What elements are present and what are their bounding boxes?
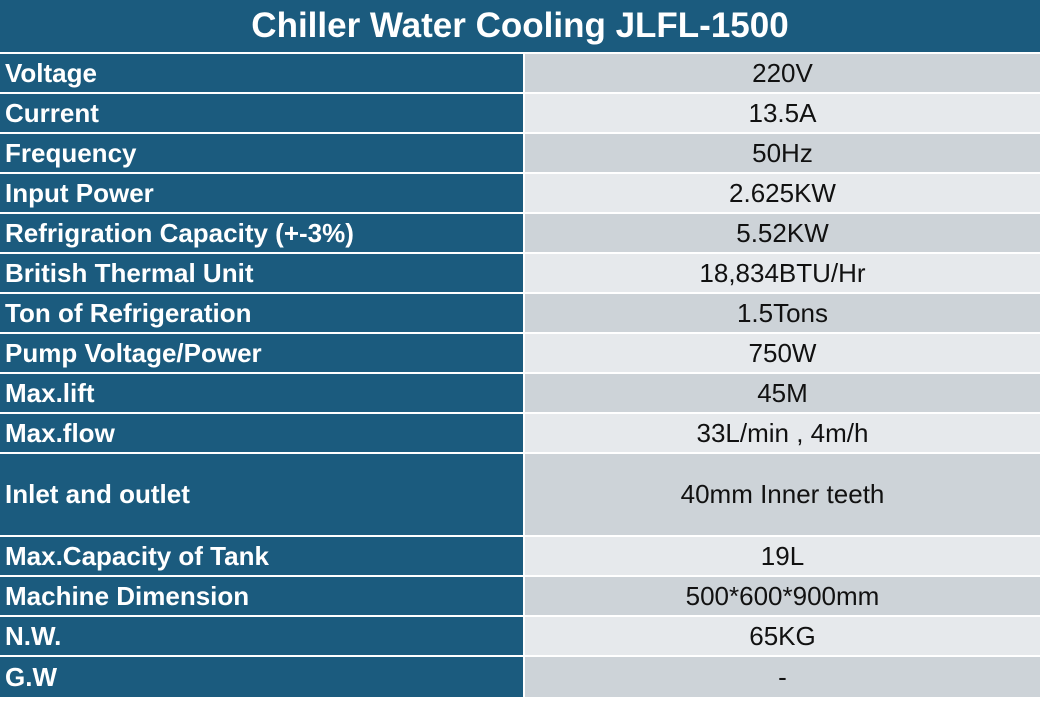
row-value: 65KG bbox=[525, 617, 1040, 655]
row-label: Pump Voltage/Power bbox=[0, 334, 525, 372]
table-row: Refrigration Capacity (+-3%) 5.52KW bbox=[0, 214, 1040, 254]
table-row: Machine Dimension 500*600*900mm bbox=[0, 577, 1040, 617]
table-row: G.W - bbox=[0, 657, 1040, 697]
row-value: 50Hz bbox=[525, 134, 1040, 172]
row-value: 45M bbox=[525, 374, 1040, 412]
row-value: 5.52KW bbox=[525, 214, 1040, 252]
row-label: Max.Capacity of Tank bbox=[0, 537, 525, 575]
row-value: 1.5Tons bbox=[525, 294, 1040, 332]
row-value: 13.5A bbox=[525, 94, 1040, 132]
row-value: 40mm Inner teeth bbox=[525, 454, 1040, 535]
row-value: 750W bbox=[525, 334, 1040, 372]
row-label: Current bbox=[0, 94, 525, 132]
table-title: Chiller Water Cooling JLFL-1500 bbox=[0, 0, 1040, 54]
row-value: 19L bbox=[525, 537, 1040, 575]
table-row: British Thermal Unit 18,834BTU/Hr bbox=[0, 254, 1040, 294]
table-row: Frequency 50Hz bbox=[0, 134, 1040, 174]
row-label: G.W bbox=[0, 657, 525, 697]
table-row: Current 13.5A bbox=[0, 94, 1040, 134]
row-label: Max.flow bbox=[0, 414, 525, 452]
row-label: British Thermal Unit bbox=[0, 254, 525, 292]
table-row: Ton of Refrigeration 1.5Tons bbox=[0, 294, 1040, 334]
spec-rows: Voltage 220V Current 13.5A Frequency 50H… bbox=[0, 54, 1040, 697]
table-row: N.W. 65KG bbox=[0, 617, 1040, 657]
table-row: Voltage 220V bbox=[0, 54, 1040, 94]
table-row: Max.lift 45M bbox=[0, 374, 1040, 414]
row-value: 33L/min , 4m/h bbox=[525, 414, 1040, 452]
table-row: Pump Voltage/Power 750W bbox=[0, 334, 1040, 374]
row-label: Frequency bbox=[0, 134, 525, 172]
row-label: Refrigration Capacity (+-3%) bbox=[0, 214, 525, 252]
row-label: Max.lift bbox=[0, 374, 525, 412]
row-value: 220V bbox=[525, 54, 1040, 92]
row-label: Input Power bbox=[0, 174, 525, 212]
row-value: 500*600*900mm bbox=[525, 577, 1040, 615]
table-row: Input Power 2.625KW bbox=[0, 174, 1040, 214]
row-label: Machine Dimension bbox=[0, 577, 525, 615]
row-label: Ton of Refrigeration bbox=[0, 294, 525, 332]
row-value: 18,834BTU/Hr bbox=[525, 254, 1040, 292]
row-label: Inlet and outlet bbox=[0, 454, 525, 535]
row-value: 2.625KW bbox=[525, 174, 1040, 212]
row-value: - bbox=[525, 657, 1040, 697]
table-row: Inlet and outlet 40mm Inner teeth bbox=[0, 454, 1040, 537]
row-label: N.W. bbox=[0, 617, 525, 655]
row-label: Voltage bbox=[0, 54, 525, 92]
table-row: Max.flow 33L/min , 4m/h bbox=[0, 414, 1040, 454]
table-row: Max.Capacity of Tank 19L bbox=[0, 537, 1040, 577]
